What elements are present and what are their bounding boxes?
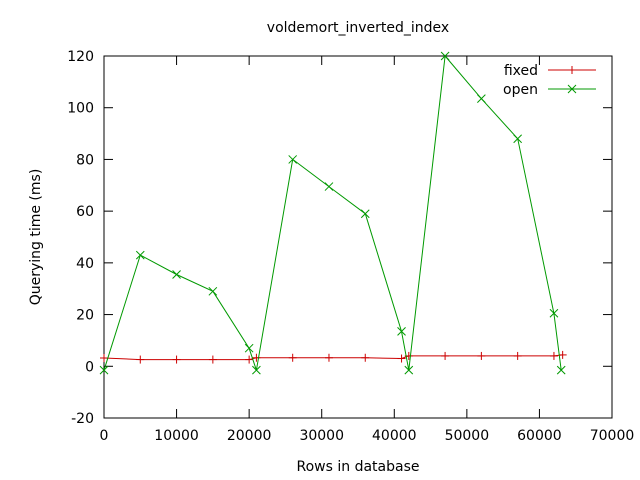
data-point [361, 353, 370, 362]
series-line [103, 54, 562, 371]
data-point [477, 351, 486, 360]
data-point [136, 355, 145, 364]
data-point [288, 155, 298, 164]
x-tick-label: 10000 [154, 428, 199, 444]
data-point [513, 134, 523, 144]
data-point [252, 353, 261, 362]
legend: fixed open [503, 63, 596, 98]
data-point [208, 355, 217, 364]
data-point [288, 353, 297, 362]
data-point [440, 51, 450, 61]
data-point [360, 209, 370, 219]
y-tick-label: -20 [71, 411, 94, 427]
y-tick-label: 0 [85, 359, 94, 375]
data-point [135, 250, 145, 260]
y-tick-label: 60 [76, 204, 94, 220]
data-point [252, 365, 261, 375]
data-point [568, 66, 576, 74]
legend-label: fixed [504, 63, 538, 79]
y-tick-label: 120 [67, 49, 94, 65]
x-tick-label: 40000 [372, 428, 417, 444]
data-point [513, 351, 522, 360]
series-open [99, 51, 566, 375]
series-fixed [100, 350, 567, 364]
data-point [172, 355, 181, 364]
y-tick-label: 100 [67, 101, 94, 117]
x-tick-label: 50000 [445, 428, 490, 444]
data-point [549, 308, 559, 318]
data-point [324, 353, 333, 362]
data-point [441, 351, 450, 360]
y-tick-label: 40 [76, 256, 94, 272]
data-point [397, 354, 406, 363]
data-point [244, 343, 254, 353]
legend-label: open [503, 82, 538, 98]
x-tick-label: 20000 [227, 428, 272, 444]
data-point [404, 365, 414, 375]
series-layer [99, 51, 567, 375]
plot-frame [103, 55, 613, 419]
data-point [208, 286, 218, 296]
chart-title: voldemort_inverted_index [267, 20, 449, 36]
y-tick-label: 80 [76, 152, 94, 168]
x-tick-label: 60000 [517, 428, 562, 444]
x-tick-label: 30000 [299, 428, 344, 444]
x-tick-label: 70000 [590, 428, 635, 444]
x-tick-label: 0 [100, 428, 109, 444]
data-point [549, 351, 558, 360]
data-point [397, 327, 406, 336]
data-point [567, 84, 577, 94]
y-tick-label: 20 [76, 308, 94, 324]
data-point [558, 350, 567, 359]
data-point [477, 94, 486, 104]
data-point [100, 354, 108, 363]
y-axis-label: Querying time (ms) [28, 169, 44, 306]
axis-ticks [103, 55, 613, 419]
series-line [103, 354, 563, 361]
data-point [99, 365, 109, 375]
tick-labels: 0 10000 20000 30000 40000 50000 60000 70000 -20 0… [67, 49, 634, 444]
data-point [556, 365, 566, 375]
data-point [324, 182, 334, 191]
data-point [245, 355, 254, 364]
x-axis-label: Rows in database [297, 459, 420, 475]
data-point [172, 270, 181, 279]
